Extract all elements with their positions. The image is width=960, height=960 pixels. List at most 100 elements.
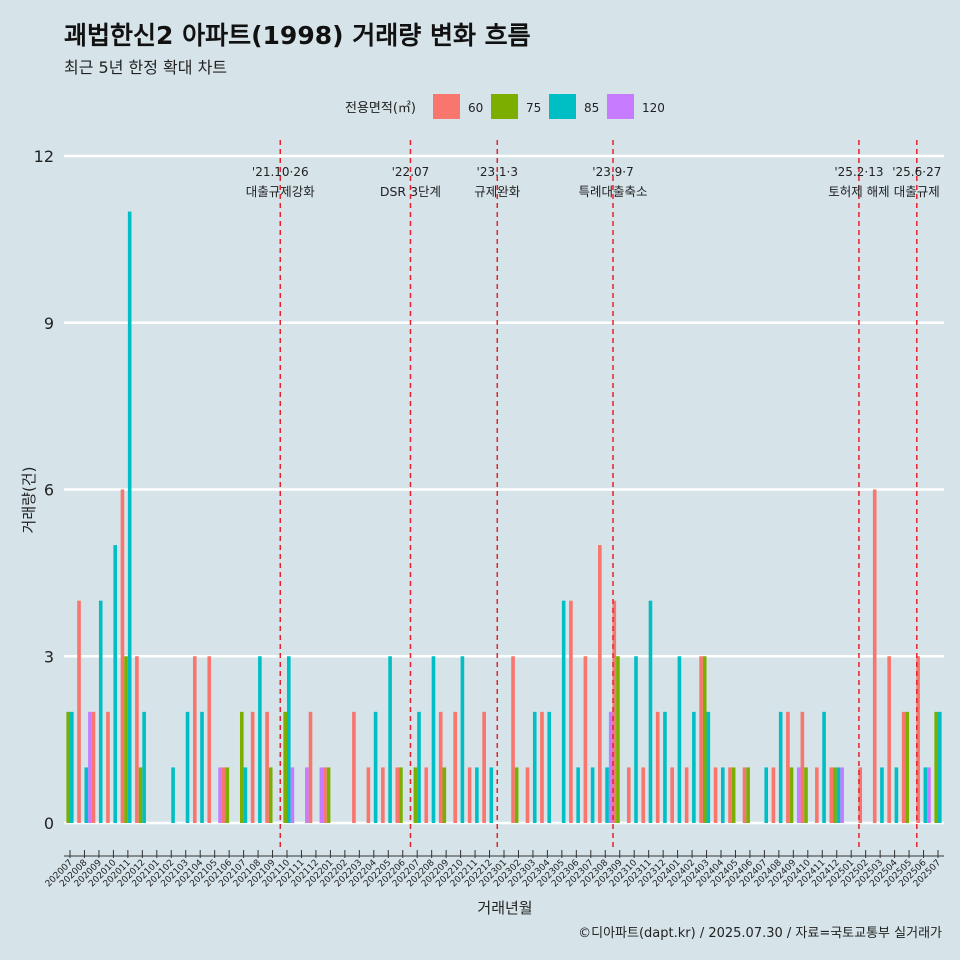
bar (822, 711, 826, 823)
event-label: 특례대출축소 (578, 184, 647, 199)
x-axis: 2020072020082020092020102020112020122021… (44, 850, 944, 889)
month-group (525, 711, 537, 823)
bar (540, 711, 544, 823)
legend-label: 120 (642, 101, 665, 115)
legend-item: 75 (491, 94, 541, 119)
bar (482, 711, 486, 823)
bar (800, 711, 805, 823)
event-label: 토허제 해제 (828, 184, 889, 199)
bar (514, 767, 519, 823)
bar (569, 600, 573, 823)
bar (880, 767, 884, 823)
bar (442, 767, 447, 823)
bar (308, 711, 313, 823)
event-label: DSR 3단계 (380, 184, 441, 199)
event-date: '23.1·3 (477, 165, 518, 179)
month-group (887, 656, 899, 823)
bar (287, 656, 291, 823)
bar (453, 711, 457, 823)
month-group (192, 656, 204, 823)
bar (352, 711, 356, 823)
bar (239, 711, 244, 823)
bar (77, 600, 81, 823)
month-group (511, 656, 519, 823)
month-group (352, 711, 356, 823)
bar (127, 211, 132, 824)
bar (326, 767, 331, 823)
bar (804, 767, 808, 823)
bar (366, 767, 371, 823)
bar (858, 767, 863, 823)
bar (677, 656, 682, 823)
bar (475, 767, 479, 823)
legend-swatch (549, 94, 576, 119)
month-group (323, 767, 331, 823)
y-axis-label: 거래량(건) (20, 467, 38, 534)
bar (663, 711, 667, 823)
bar (721, 767, 725, 823)
bar (547, 711, 552, 823)
x-axis-label: 거래년월 (477, 899, 532, 917)
bar (171, 767, 175, 823)
legend-item: 60 (433, 94, 483, 119)
bar (66, 711, 70, 823)
bar (200, 711, 204, 823)
bar (243, 767, 248, 823)
bar (706, 711, 711, 823)
month-group (742, 767, 750, 823)
bar (431, 656, 436, 823)
bar (778, 711, 783, 823)
month-group (626, 656, 638, 823)
y-tick-label: 0 (44, 814, 54, 833)
bar (290, 767, 295, 823)
bar (923, 767, 928, 823)
bar (424, 767, 429, 823)
bar (901, 711, 906, 823)
month-group (641, 600, 653, 823)
bar (634, 656, 638, 823)
month-group (786, 711, 801, 823)
event-date: '21.10·26 (252, 165, 309, 179)
legend-swatch (607, 94, 634, 119)
y-tick-label: 9 (44, 314, 54, 333)
bar (124, 656, 128, 823)
month-group (872, 489, 884, 823)
legend-swatch (491, 94, 518, 119)
legend-label: 85 (584, 101, 599, 115)
chart-title: 괘법한신2 아파트(1998) 거래량 변화 흐름 (64, 21, 531, 50)
bar (887, 656, 891, 823)
bar (218, 767, 222, 823)
month-group (239, 711, 248, 823)
bar (648, 600, 653, 823)
bar (120, 489, 125, 823)
bar (692, 711, 696, 823)
bar (641, 767, 646, 823)
bar (395, 767, 400, 823)
month-group (858, 767, 863, 823)
month-group (308, 711, 324, 823)
bar (185, 711, 190, 823)
month-group (764, 767, 769, 823)
legend: 전용면적(㎡) 60 75 85 120 (345, 94, 665, 119)
bar (88, 711, 92, 823)
legend-title: 전용면적(㎡) (345, 101, 416, 116)
chart-subtitle: 최근 5년 한정 확대 차트 (64, 58, 228, 77)
bar (511, 656, 515, 823)
bar (283, 711, 287, 823)
month-group (916, 656, 931, 823)
month-group (561, 600, 566, 823)
y-tick-label: 6 (44, 481, 54, 500)
bar (746, 767, 750, 823)
y-tick-label: 3 (44, 647, 54, 666)
bar (626, 767, 631, 823)
bar (399, 767, 403, 823)
bar (927, 767, 931, 823)
bar (467, 767, 472, 823)
bar (590, 767, 595, 823)
bar (417, 711, 421, 823)
bar (525, 767, 530, 823)
bar (98, 600, 103, 823)
month-group (482, 711, 494, 823)
month-group (413, 711, 421, 823)
